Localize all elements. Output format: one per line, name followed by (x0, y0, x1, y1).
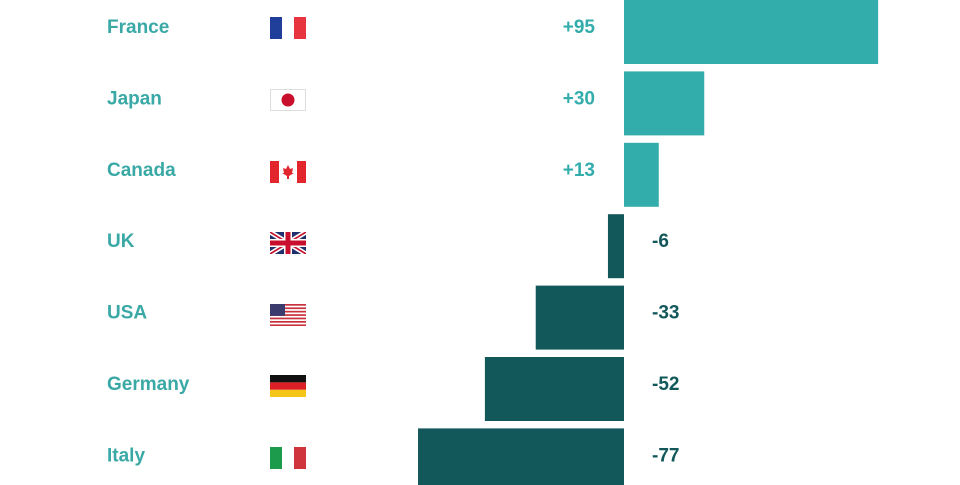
flag-uk (270, 232, 306, 254)
country-label: USA (107, 303, 147, 324)
bar (484, 357, 624, 421)
country-label: UK (107, 231, 135, 252)
flag-japan (270, 89, 306, 111)
bar (607, 214, 624, 279)
value-label: +30 (563, 88, 595, 109)
bar (624, 71, 705, 136)
bar (624, 0, 879, 64)
bar (418, 428, 624, 485)
bar (535, 285, 624, 350)
bar (624, 142, 659, 207)
value-label: +13 (563, 160, 595, 181)
flag-italy (270, 447, 306, 469)
value-label: -6 (652, 231, 669, 252)
country-label: France (107, 17, 169, 38)
value-label: -33 (652, 303, 679, 324)
country-label: Germany (107, 374, 190, 395)
value-label: -52 (652, 374, 679, 395)
flag-usa (270, 304, 306, 326)
flag-france (270, 17, 306, 39)
value-label: +95 (563, 17, 596, 38)
country-label: Italy (107, 445, 145, 466)
country-label: Japan (107, 88, 162, 109)
value-label: -77 (652, 445, 679, 466)
country-label: Canada (107, 160, 176, 181)
flag-canada (270, 161, 306, 183)
flag-germany (270, 375, 306, 397)
